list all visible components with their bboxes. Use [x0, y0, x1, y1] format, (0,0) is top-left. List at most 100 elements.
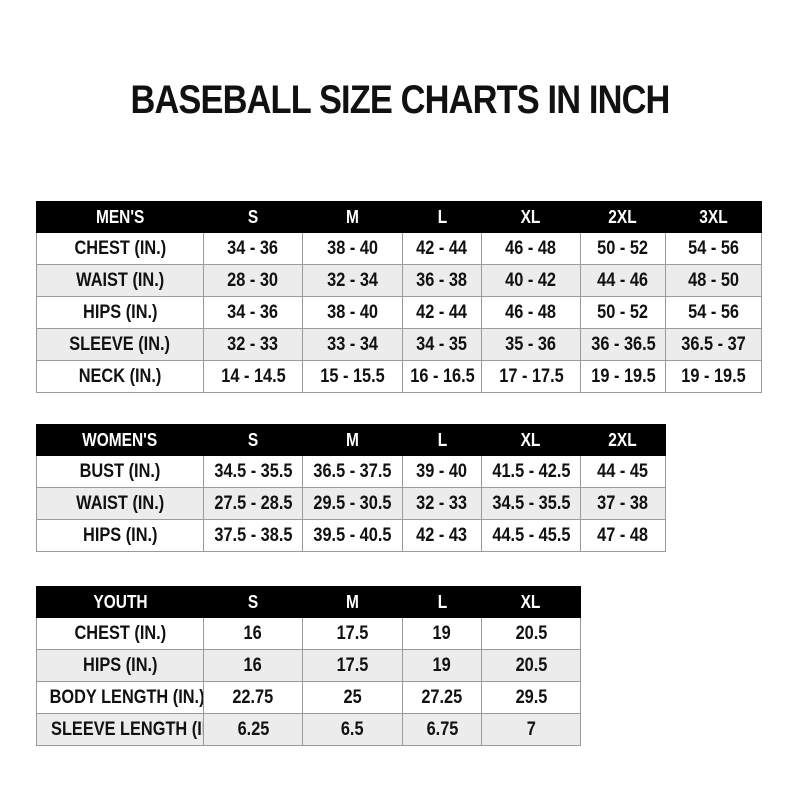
header-label: M	[346, 591, 359, 612]
size-column-header: S	[203, 424, 303, 456]
size-column-header: S	[203, 586, 303, 618]
size-value: 29.5	[515, 686, 547, 708]
size-column-header: M	[302, 586, 403, 618]
measurement-label: SLEEVE (IN.)	[69, 333, 171, 355]
size-column-header: XL	[481, 201, 581, 233]
table-row: CHEST (IN.) 16 17.5 19 20.5	[36, 617, 581, 650]
size-value: 19	[432, 654, 452, 676]
size-value-cell: 19	[402, 617, 482, 650]
size-value-cell: 39 - 40	[402, 455, 482, 488]
size-value-cell: 38 - 40	[302, 232, 403, 265]
size-value-cell: 20.5	[481, 649, 581, 682]
size-value: 42 - 44	[416, 301, 468, 323]
size-column-header: L	[402, 201, 482, 233]
size-value-cell: 6.5	[302, 713, 403, 746]
measurement-label: WAIST (IN.)	[75, 269, 165, 291]
size-value: 32 - 33	[227, 333, 279, 355]
size-value: 34 - 35	[416, 333, 468, 355]
size-value: 7	[526, 718, 536, 740]
header-label: L	[437, 591, 447, 612]
size-value: 50 - 52	[597, 237, 649, 259]
measurement-label-cell: BUST (IN.)	[36, 455, 204, 488]
measurement-label-cell: SLEEVE LENGTH (IN.)	[36, 713, 204, 746]
size-value-cell: 54 - 56	[665, 232, 762, 265]
header-label: M	[346, 206, 359, 227]
size-value: 19 - 19.5	[590, 365, 656, 387]
size-value-cell: 34 - 36	[203, 232, 303, 265]
size-value-cell: 44 - 46	[580, 264, 666, 297]
header-label: 3XL	[699, 206, 728, 227]
size-value: 33 - 34	[327, 333, 378, 355]
size-column-header: M	[302, 424, 403, 456]
size-column-header: L	[402, 424, 482, 456]
measurement-label-cell: BODY LENGTH (IN.)	[36, 681, 204, 714]
size-value-cell: 34 - 36	[203, 296, 303, 329]
size-value: 27.25	[421, 686, 463, 708]
size-value: 37.5 - 38.5	[213, 524, 293, 546]
measurement-label: SLEEVE LENGTH (IN.)	[51, 718, 202, 740]
size-value-cell: 50 - 52	[580, 296, 666, 329]
size-value: 42 - 43	[416, 524, 468, 546]
size-value-cell: 48 - 50	[665, 264, 762, 297]
size-value-cell: 20.5	[481, 617, 581, 650]
table-row: SLEEVE LENGTH (IN.) 6.25 6.5 6.75 7	[36, 713, 581, 746]
size-value: 47 - 48	[597, 524, 649, 546]
size-value: 54 - 56	[688, 237, 739, 259]
size-value: 19 - 19.5	[681, 365, 746, 387]
size-value-cell: 28 - 30	[203, 264, 303, 297]
size-value: 29.5 - 30.5	[313, 492, 392, 514]
header-label: S	[247, 429, 259, 450]
measurement-label: HIPS (IN.)	[82, 301, 158, 323]
size-column-header: 2XL	[580, 201, 666, 233]
size-column-header: S	[203, 201, 303, 233]
size-value-cell: 37 - 38	[580, 487, 666, 520]
size-value-cell: 29.5	[481, 681, 581, 714]
size-value: 36.5 - 37.5	[313, 460, 392, 482]
size-value-cell: 16 - 16.5	[402, 360, 482, 393]
measurement-label: NECK (IN.)	[78, 365, 162, 387]
size-value-cell: 17.5	[302, 649, 403, 682]
size-value: 20.5	[515, 622, 547, 644]
size-value-cell: 44.5 - 45.5	[481, 519, 581, 552]
measurement-label: CHEST (IN.)	[74, 237, 166, 259]
size-value: 36.5 - 37	[681, 333, 746, 355]
size-value: 34 - 36	[227, 237, 279, 259]
measurement-label-cell: CHEST (IN.)	[36, 232, 204, 265]
header-label: L	[437, 206, 447, 227]
size-value: 39.5 - 40.5	[313, 524, 392, 546]
size-column-header: L	[402, 586, 482, 618]
size-value-cell: 54 - 56	[665, 296, 762, 329]
header-label: XL	[521, 206, 541, 227]
table-row: HIPS (IN.) 37.5 - 38.5 39.5 - 40.5 42 - 43 4…	[36, 519, 666, 552]
size-column-header: 3XL	[665, 201, 762, 233]
size-value: 6.25	[237, 718, 269, 740]
size-value: 36 - 38	[416, 269, 468, 291]
table-row: BUST (IN.) 34.5 - 35.5 36.5 - 37.5 39 - 40 4…	[36, 455, 666, 488]
size-value-cell: 50 - 52	[580, 232, 666, 265]
header-label: 2XL	[608, 429, 638, 450]
size-value-cell: 46 - 48	[481, 296, 581, 329]
size-value-cell: 41.5 - 42.5	[481, 455, 581, 488]
table-row: SLEEVE (IN.) 32 - 33 33 - 34 34 - 35 35 - 36…	[36, 328, 762, 361]
size-value-cell: 27.25	[402, 681, 482, 714]
size-value: 16	[243, 654, 263, 676]
table-row: WAIST (IN.) 27.5 - 28.5 29.5 - 30.5 32 - 33…	[36, 487, 666, 520]
measurement-label: HIPS (IN.)	[82, 524, 158, 546]
size-value: 48 - 50	[688, 269, 739, 291]
size-value: 17.5	[336, 622, 369, 644]
size-value: 46 - 48	[505, 301, 557, 323]
size-value-cell: 19 - 19.5	[580, 360, 666, 393]
size-value-cell: 37.5 - 38.5	[203, 519, 303, 552]
size-value-cell: 14 - 14.5	[203, 360, 303, 393]
size-value: 17.5	[336, 654, 369, 676]
measurement-label-cell: HIPS (IN.)	[36, 296, 204, 329]
measurement-label: CHEST (IN.)	[74, 622, 166, 644]
measurement-label: HIPS (IN.)	[82, 654, 158, 676]
size-value-cell: 15 - 15.5	[302, 360, 403, 393]
size-value: 41.5 - 42.5	[491, 460, 571, 482]
measurement-label: WAIST (IN.)	[75, 492, 165, 514]
size-value: 34.5 - 35.5	[491, 492, 571, 514]
size-value: 32 - 34	[327, 269, 378, 291]
header-label: S	[247, 206, 259, 227]
size-value: 16	[243, 622, 263, 644]
